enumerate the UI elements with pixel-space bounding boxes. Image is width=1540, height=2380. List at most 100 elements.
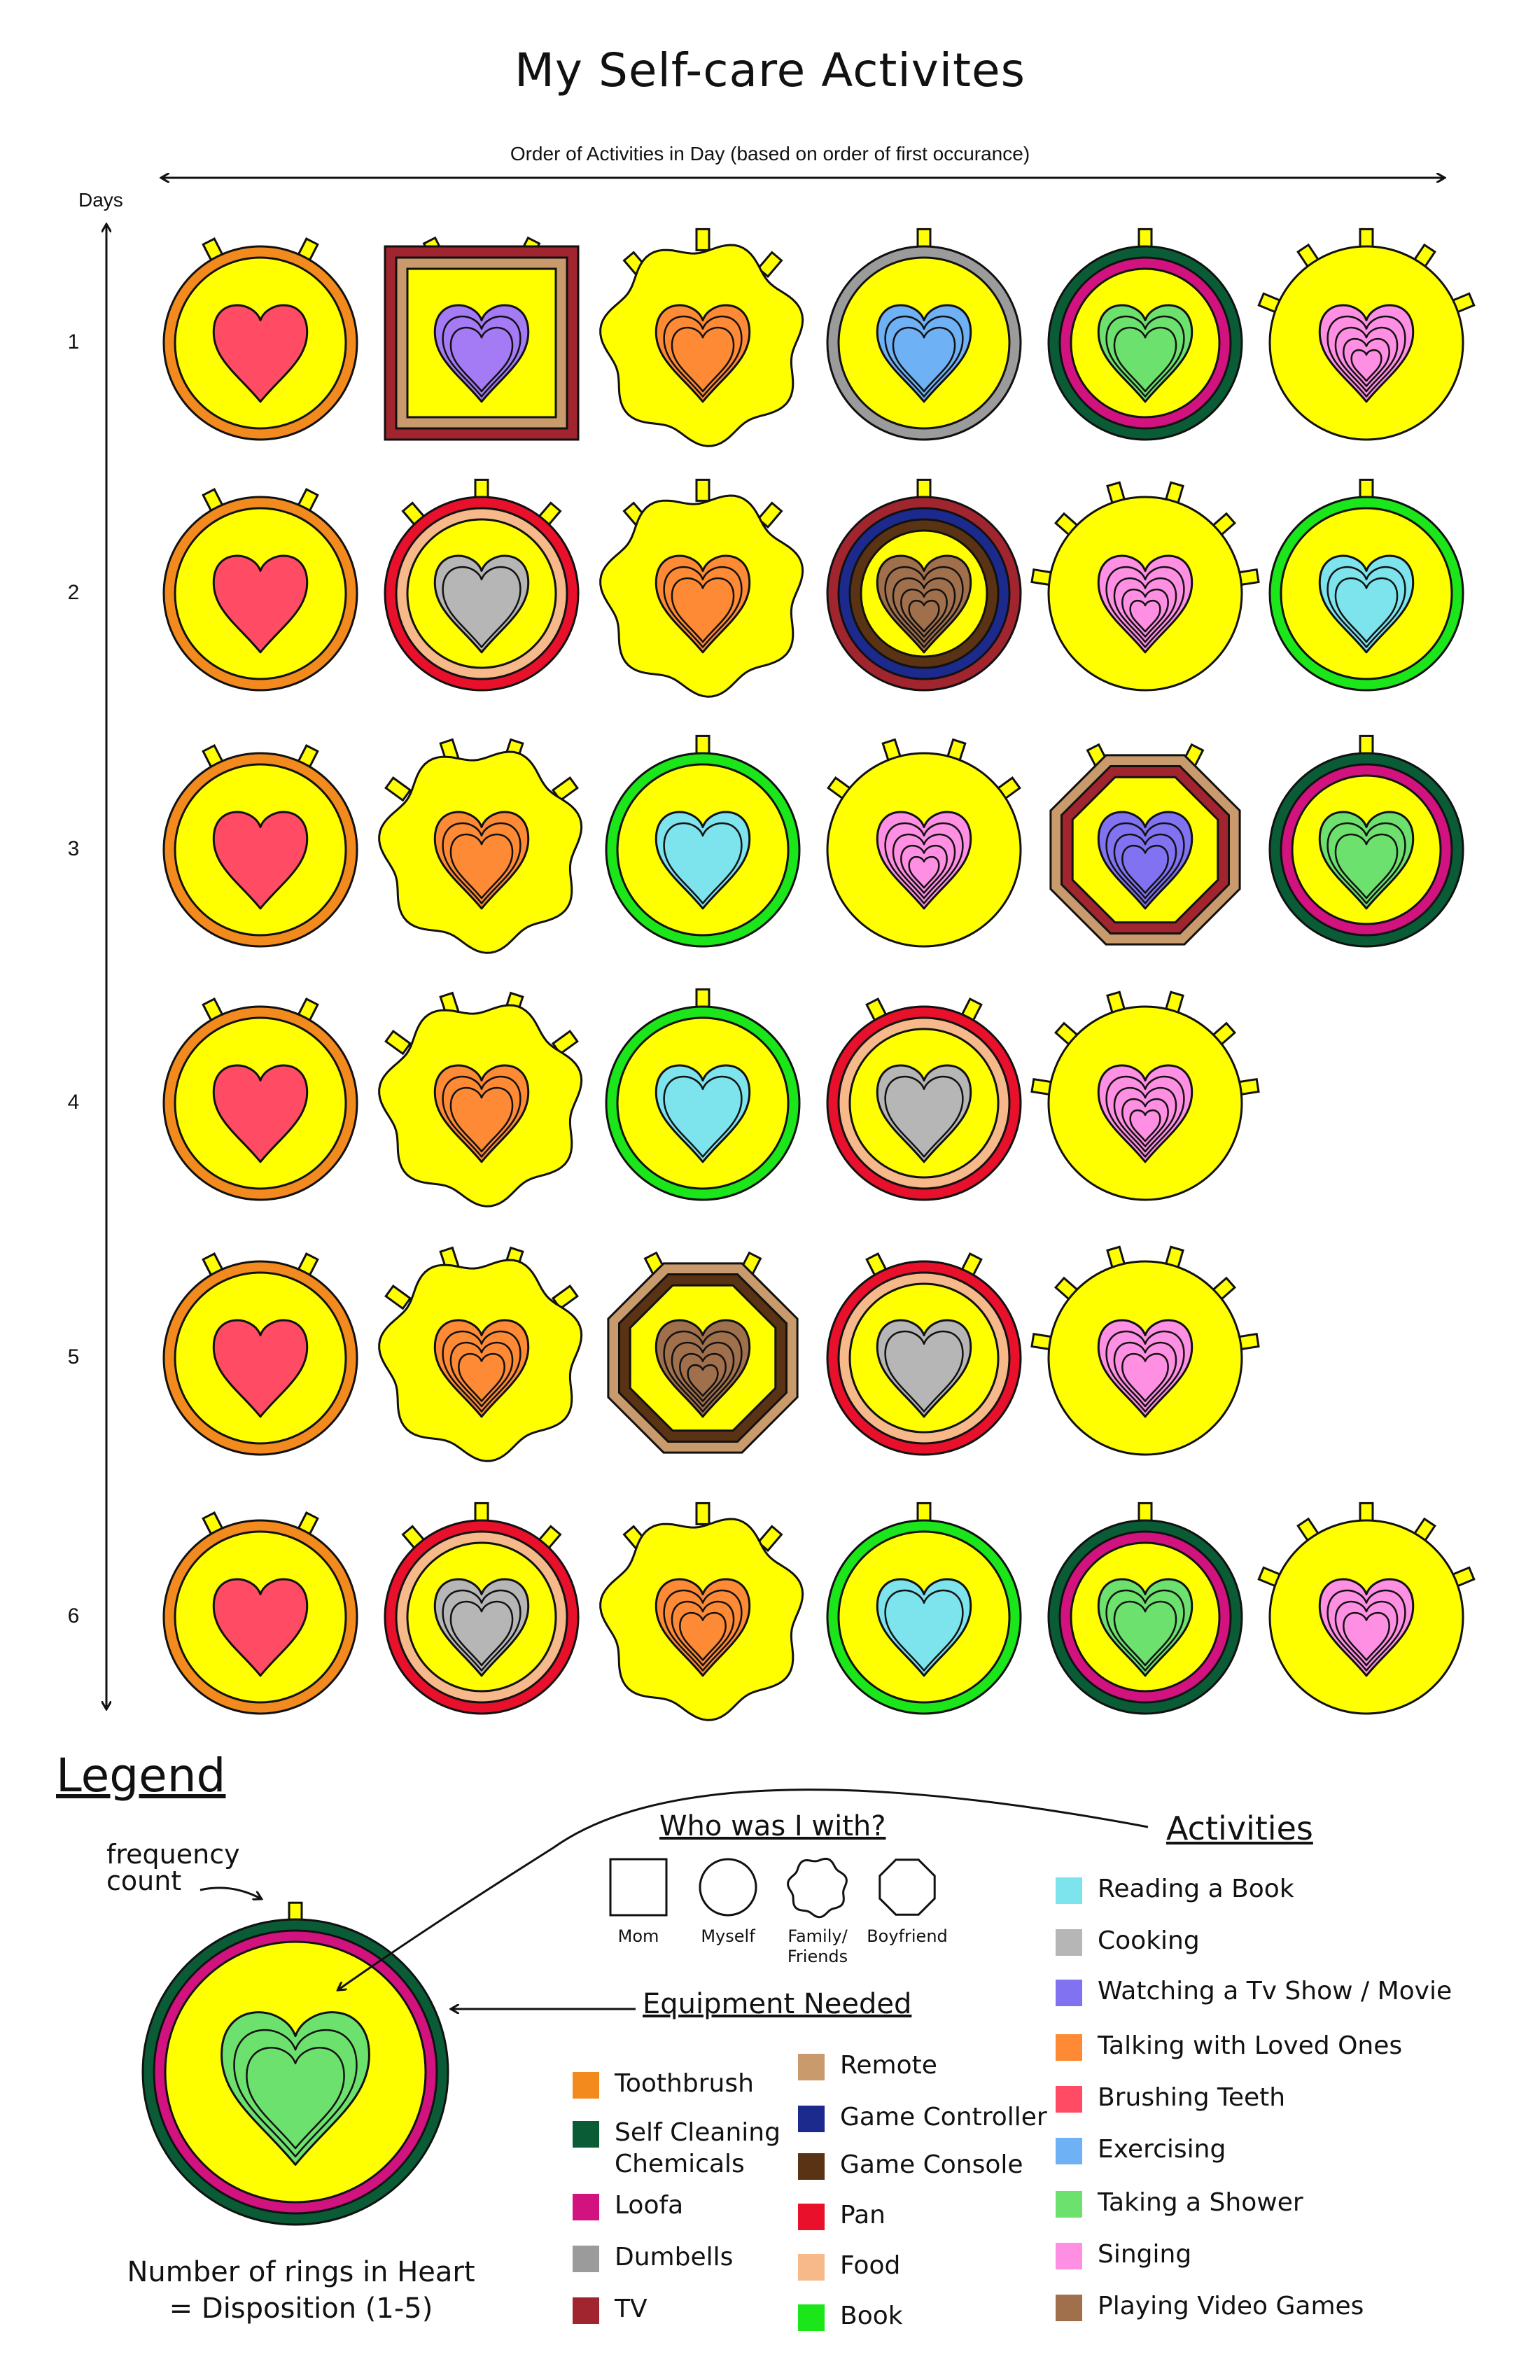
heart-ring: [1350, 349, 1382, 382]
heart-ring: [663, 1075, 743, 1158]
equipment-label-book: Book: [840, 2302, 903, 2330]
equipment-label-dumbells: Dumbells: [615, 2243, 734, 2272]
equipment-label-loofa: Loofa: [615, 2191, 684, 2220]
who-label-family-friends: Family/ Friends: [787, 1926, 848, 1966]
equipment-swatch: [573, 2072, 599, 2099]
frequency-arrow: [200, 1886, 260, 1898]
heart-ring: [212, 1064, 309, 1163]
badge-day6-singing: Singing: [1257, 1502, 1476, 1715]
badge-day4-talking-with-loved-ones: Talking with Loved Ones: [378, 991, 583, 1208]
badge-day5-singing: Singing: [1030, 1245, 1260, 1456]
legend-title: Legend: [56, 1749, 226, 1802]
equipment-label-tv: TV: [615, 2295, 648, 2323]
heart-ring: [884, 1589, 964, 1672]
heart-ring: [1129, 599, 1161, 633]
badge-day2-talking-with-loved-ones: Talking with Loved Ones: [599, 478, 804, 698]
heart-ring: [212, 1319, 309, 1418]
equipment-label-game-controller: Game Controller: [840, 2103, 1047, 2132]
who-label-myself: Myself: [701, 1926, 755, 1946]
heart-ring: [908, 855, 940, 889]
equipment-label-game-console: Game Console: [840, 2150, 1023, 2179]
heart-ring: [663, 822, 743, 904]
activity-swatch: [1056, 1877, 1082, 1904]
badge-day5-brushing-teeth: Brushing Teeth: [162, 1252, 358, 1456]
frequency-tab: [384, 1284, 412, 1310]
who-shape-myself: [699, 1858, 757, 1917]
who-label-boyfriend: Boyfriend: [867, 1926, 948, 1946]
badge-day1-brushing-teeth: Brushing Teeth: [162, 237, 358, 441]
heart-ring: [212, 1578, 309, 1677]
heart-ring: [1113, 1600, 1177, 1667]
who-shape-mom: [609, 1858, 668, 1917]
badge-day1-singing: Singing: [1257, 227, 1476, 441]
equipment-swatch: [573, 2121, 599, 2148]
badge-day3-singing: Singing: [826, 738, 1022, 948]
badge-day5-talking-with-loved-ones: Talking with Loved Ones: [378, 1246, 583, 1462]
frequency-tab: [695, 227, 710, 251]
heart-ring: [1343, 1611, 1390, 1661]
badge-day6-cooking: Cooking: [384, 1502, 580, 1715]
heart-ring: [1334, 577, 1399, 643]
heart-ring: [679, 1611, 727, 1661]
badge-day1-taking-a-shower: Taking a Shower: [1047, 227, 1243, 441]
badge-day3-watching-a-tv-show-movie: Watching a Tv Show / Movie: [1049, 743, 1241, 946]
activity-label-playing-video-games: Playing Video Games: [1098, 2292, 1364, 2320]
heart-ring: [671, 326, 735, 393]
activity-label-brushing-teeth: Brushing Teeth: [1098, 2083, 1286, 2112]
activities-title: Activities: [1166, 1809, 1313, 1847]
who-label-mom: Mom: [617, 1926, 659, 1946]
badge-day5-cooking: Cooking: [826, 1252, 1022, 1456]
disposition-caption: Number of rings in Heart = Disposition (…: [127, 2256, 475, 2325]
frequency-tab: [384, 1030, 412, 1056]
heart-ring: [442, 566, 522, 648]
activity-swatch: [1056, 2086, 1082, 2113]
heart-ring: [1121, 844, 1169, 894]
day-label: 2: [67, 581, 80, 604]
equipment-label-food: Food: [840, 2251, 901, 2280]
heart-ring: [687, 1364, 719, 1397]
heart-ring: [212, 811, 309, 910]
badge-day2-singing: Singing: [1030, 481, 1260, 692]
badge-day3-talking-with-loved-ones: Talking with Loved Ones: [378, 738, 583, 954]
heart-ring: [1129, 1109, 1161, 1142]
frequency-tab: [384, 776, 412, 802]
badge-day1-watching-a-tv-show-movie: Watching a Tv Show / Movie: [384, 236, 580, 441]
heart-ring: [449, 1086, 514, 1153]
activity-label-watching-a-tv-show-movie: Watching a Tv Show / Movie: [1098, 1977, 1452, 2005]
activity-swatch: [1056, 2138, 1082, 2164]
badge-day4-singing: Singing: [1030, 990, 1260, 1201]
axes: [106, 178, 1443, 1708]
heart-ring: [908, 599, 940, 633]
activity-label-talking-with-loved-ones: Talking with Loved Ones: [1098, 2031, 1403, 2060]
frequency-tab: [695, 1502, 710, 1525]
badge-day4-cooking: Cooking: [826, 997, 1022, 1201]
heart-ring: [449, 326, 514, 393]
equipment-swatch: [798, 2054, 825, 2080]
who-title: Who was I with?: [659, 1810, 886, 1842]
heart-ring: [671, 577, 735, 643]
activity-label-exercising: Exercising: [1098, 2135, 1226, 2164]
heart-ring: [212, 554, 309, 654]
equipment-label-self-cleaning-chemicals: Self Cleaning Chemicals: [615, 2118, 780, 2178]
badge-day2-playing-video-games: Playing Video Games: [826, 478, 1022, 692]
heart-ring: [246, 2047, 345, 2150]
day-label: 5: [67, 1345, 80, 1368]
equipment-swatch: [573, 2297, 599, 2324]
page-title: My Self-care Activites: [514, 43, 1026, 97]
activity-label-taking-a-shower: Taking a Shower: [1098, 2188, 1303, 2217]
badge-day2-cooking: Cooking: [384, 478, 580, 692]
badge-day6-taking-a-shower: Taking a Shower: [1047, 1502, 1243, 1715]
activity-swatch: [1056, 2295, 1082, 2321]
heart-ring: [884, 1075, 964, 1158]
x-axis-label: Order of Activities in Day (based on ord…: [510, 143, 1030, 164]
day-label: 1: [67, 330, 80, 354]
badge-day4-reading-a-book: Reading a Book: [605, 988, 801, 1201]
day-label: 6: [67, 1604, 80, 1628]
badge-day5-playing-video-games: Playing Video Games: [607, 1251, 799, 1454]
badge-day3-brushing-teeth: Brushing Teeth: [162, 744, 358, 948]
activity-label-singing: Singing: [1098, 2240, 1192, 2269]
heart-ring: [1121, 1352, 1169, 1402]
heart-ring: [212, 304, 309, 403]
